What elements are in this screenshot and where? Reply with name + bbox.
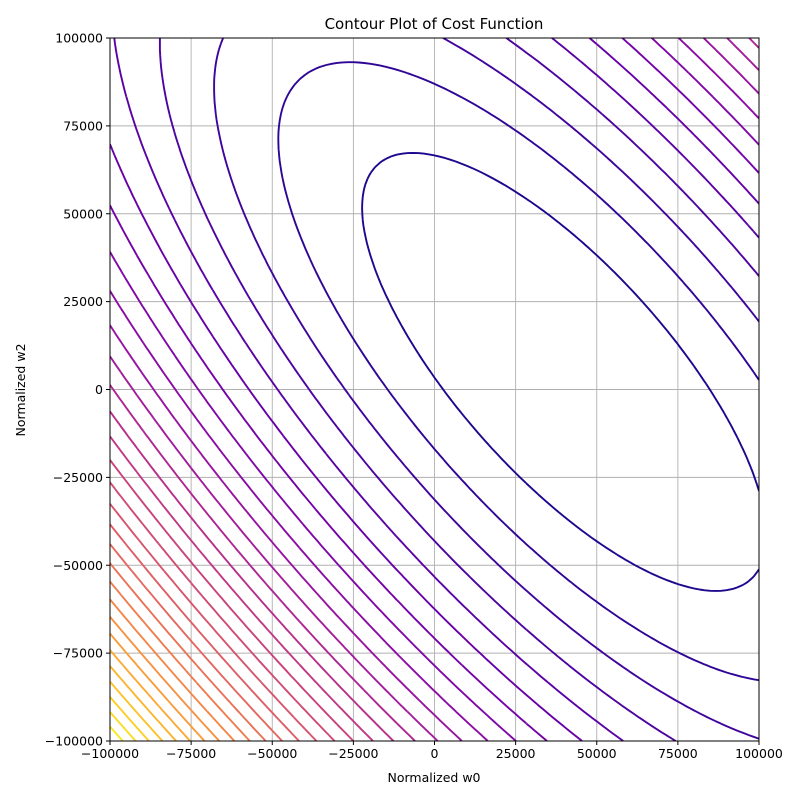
y-tick-label: 25000 (63, 294, 103, 309)
contour-level-27 (110, 681, 164, 741)
contour-level-5 (113, 38, 759, 741)
x-tick-label: −75000 (166, 746, 216, 761)
x-tick-label: 0 (431, 746, 439, 761)
y-tick-label: 100000 (55, 31, 103, 46)
contour-level-25 (110, 649, 191, 741)
y-tick-label: −75000 (53, 646, 103, 661)
contour-level-22 (110, 598, 236, 741)
contour-level-6 (110, 38, 759, 741)
contour-level-17 (110, 503, 318, 741)
x-tick-label: −25000 (328, 746, 378, 761)
x-tick-label: 50000 (577, 746, 617, 761)
contour-level-21 (110, 580, 251, 741)
y-axis-ticks: −100000 −75000 −50000 −25000 0 25000 50000 7500… (45, 31, 110, 749)
y-tick-label: −100000 (45, 734, 103, 749)
contour-layer (110, 38, 759, 741)
y-tick-label: −25000 (53, 470, 103, 485)
y-tick-label: 50000 (63, 206, 103, 221)
contour-level-9 (110, 38, 759, 741)
contour-level-23 (110, 616, 220, 741)
contour-level-18 (110, 523, 300, 741)
x-tick-label: −100000 (81, 746, 139, 761)
contour-level-8 (110, 38, 759, 741)
contour-level-12 (110, 38, 759, 741)
y-tick-label: −50000 (53, 558, 103, 573)
contour-level-11 (110, 38, 759, 741)
contour-level-3 (213, 38, 759, 740)
x-tick-label: 75000 (658, 746, 698, 761)
contour-level-26 (110, 665, 177, 741)
contour-level-15 (110, 459, 355, 741)
x-tick-label: 100000 (735, 746, 783, 761)
contour-level-20 (110, 562, 267, 741)
y-axis-label: Normalized w2 (13, 343, 28, 436)
contour-level-24 (110, 632, 206, 741)
contour-level-10 (110, 38, 759, 741)
x-axis-ticks: −100000 −75000 −50000 −25000 0 25000 50000 7500… (81, 741, 783, 761)
x-tick-label: 25000 (496, 746, 536, 761)
x-tick-label: −50000 (247, 746, 297, 761)
contour-level-14 (110, 435, 374, 741)
contour-level-28 (110, 696, 150, 741)
contour-level-30 (110, 725, 124, 741)
contour-level-13 (110, 410, 395, 741)
y-tick-label: 0 (95, 382, 103, 397)
contour-level-2 (277, 61, 759, 682)
contour-level-7 (110, 38, 759, 741)
chart-title: Contour Plot of Cost Function (325, 15, 544, 33)
contour-level-4 (158, 38, 759, 741)
x-axis-label: Normalized w0 (387, 770, 480, 785)
contour-level-19 (110, 543, 283, 741)
contour-level-16 (110, 481, 336, 741)
y-tick-label: 75000 (63, 118, 103, 133)
contour-level-29 (110, 711, 137, 741)
